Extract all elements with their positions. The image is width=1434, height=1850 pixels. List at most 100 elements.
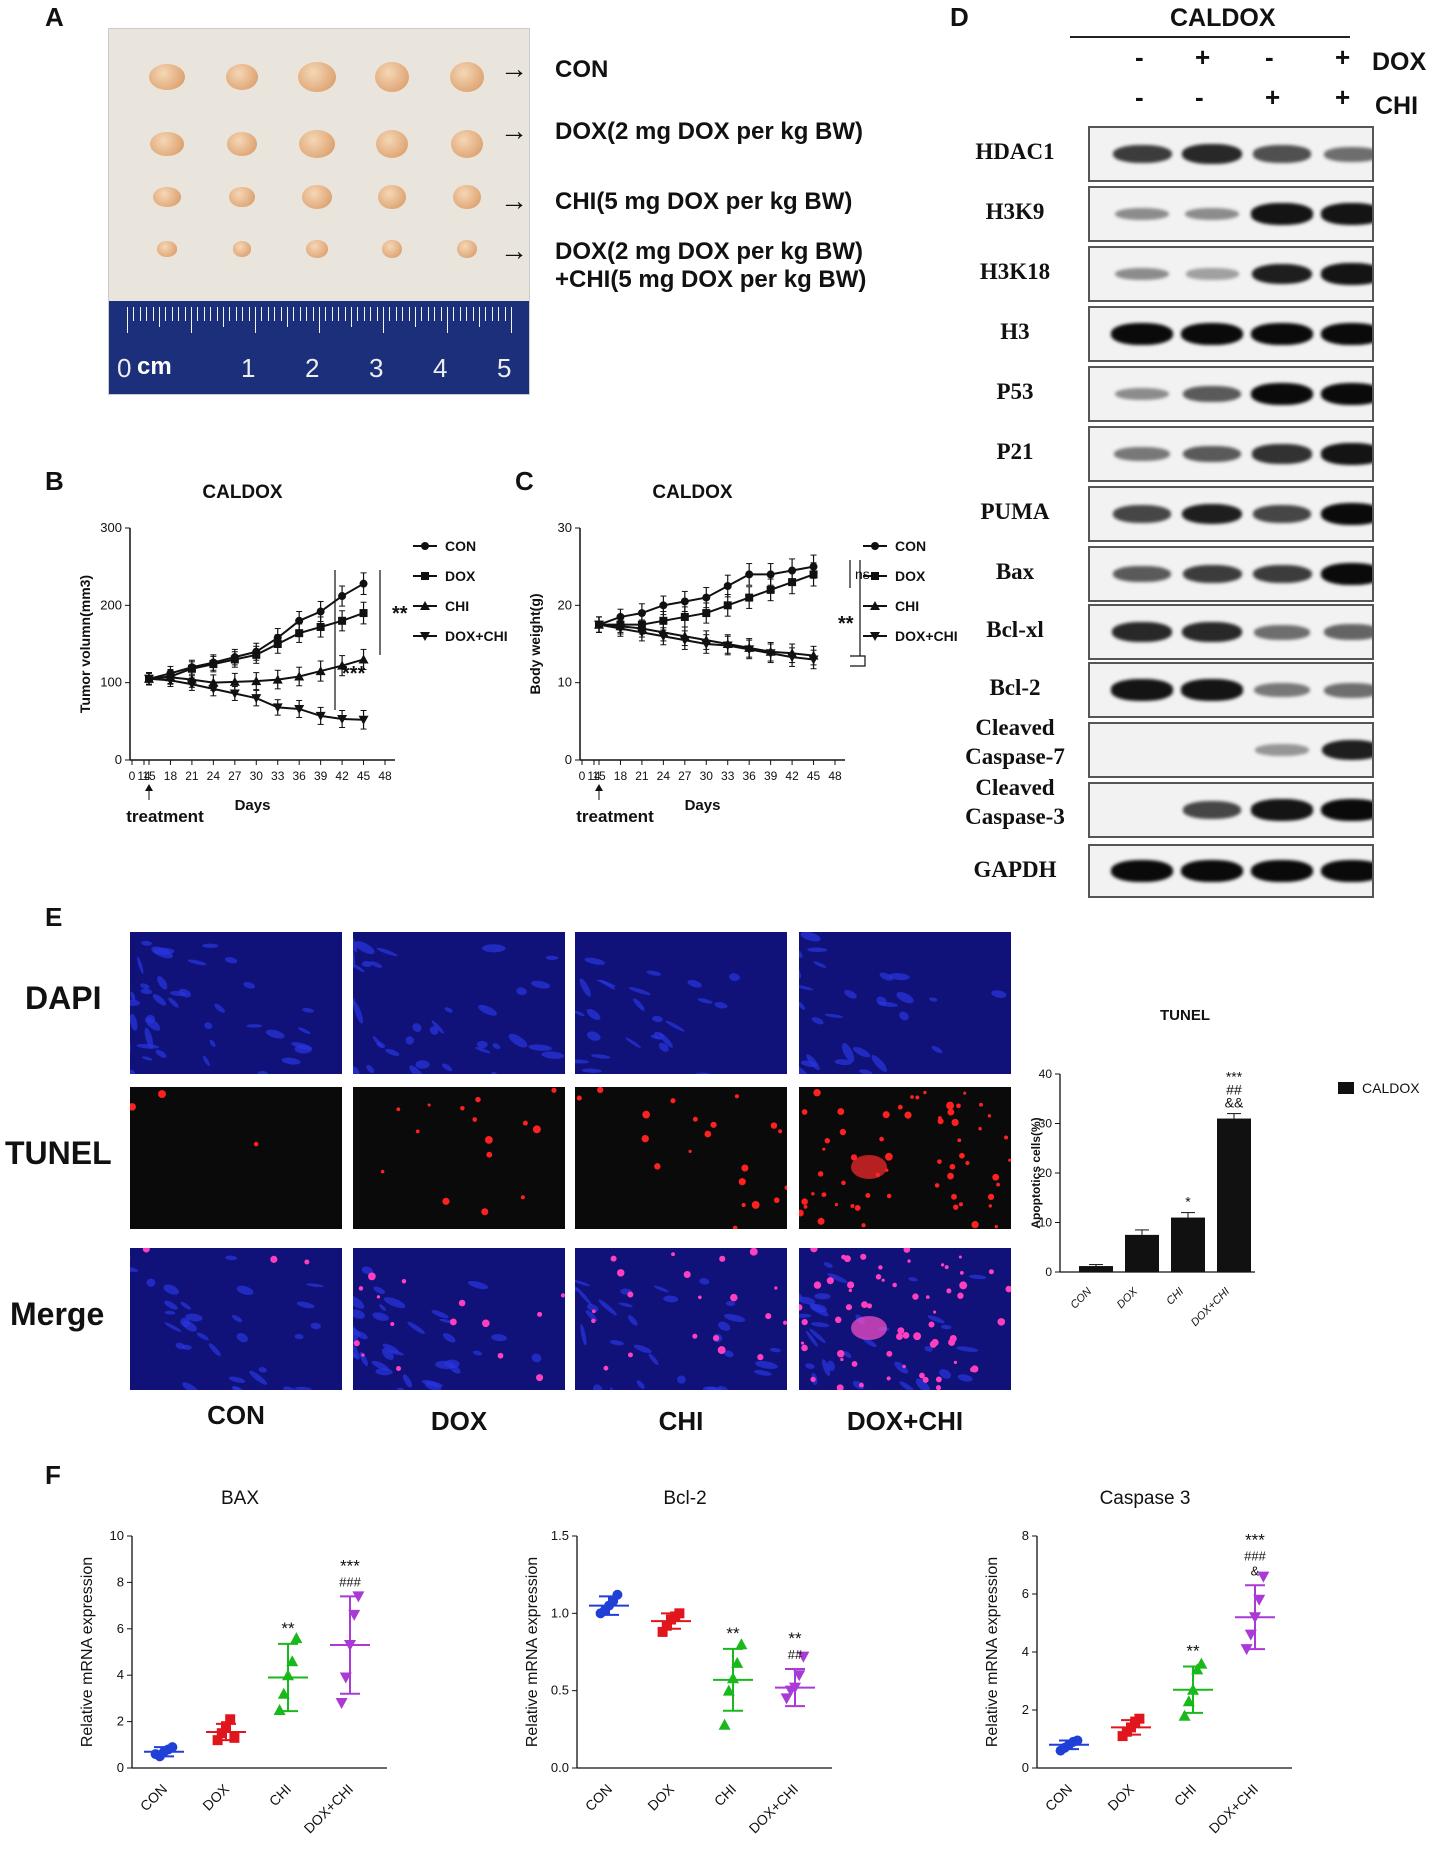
ruler-tick — [376, 307, 378, 321]
data-point — [1072, 1735, 1083, 1746]
micrograph-canvas — [130, 1248, 342, 1390]
row-arrow: → — [500, 185, 528, 216]
nucleus-texture — [379, 1304, 387, 1311]
nucleus-texture — [305, 1283, 324, 1288]
bcl2-scatter-chart: Bcl-2 0.0 0.5 1.0 1.5 Relative mRNA expressio… — [524, 1488, 832, 1836]
nucleus-texture — [769, 1347, 781, 1353]
nucleus-texture — [141, 940, 153, 946]
nucleus-texture — [302, 1007, 315, 1013]
tunel-signal — [741, 1164, 749, 1172]
protein-label: H3K9 — [985, 199, 1045, 224]
tumor-specimen — [301, 185, 333, 209]
nucleus-texture — [354, 941, 375, 955]
tunel-signal — [959, 1152, 965, 1159]
tunel-signal — [947, 1172, 954, 1180]
legend-marker — [871, 542, 879, 550]
x-tick-label: 18 — [614, 769, 628, 783]
tunel-signal — [698, 1295, 702, 1300]
tunel-signal — [988, 1204, 993, 1208]
data-point — [797, 1651, 810, 1663]
nucleus-texture — [908, 1277, 918, 1282]
nucleus-texture — [353, 1309, 365, 1319]
tumor-specimen — [382, 240, 402, 258]
micrograph-bg — [130, 1087, 342, 1229]
nucleus-texture — [663, 1295, 679, 1303]
tunel-signal — [396, 1365, 401, 1371]
x-tick-label: 24 — [207, 769, 221, 783]
nucleus-texture — [224, 957, 238, 964]
nucleus-texture — [508, 1033, 528, 1048]
data-point — [165, 676, 176, 686]
tunel-signal — [904, 1111, 912, 1119]
sig-annotation: *** — [340, 1556, 360, 1575]
ruler-tick — [197, 307, 199, 321]
tunel-signal — [641, 1134, 649, 1143]
tunel-signal — [907, 1259, 911, 1263]
nucleus-texture — [706, 1386, 727, 1390]
tunel-signal — [757, 1354, 764, 1361]
data-point — [722, 641, 733, 651]
nucleus-texture — [600, 979, 616, 990]
y-tick-label: 6 — [1022, 1586, 1029, 1601]
y-axis-label: Relative mRNA expression — [79, 1557, 96, 1747]
legend-label: DOX+CHI — [445, 628, 508, 644]
protein-label: Cleaved Caspase-3 — [965, 775, 1065, 829]
sig-annotation: *** — [1226, 1069, 1243, 1085]
x-tick-label: 36 — [743, 769, 757, 783]
data-point — [766, 570, 775, 579]
tunel-signal — [937, 1159, 942, 1164]
y-tick-label: 2 — [1022, 1702, 1029, 1717]
panel-label-c: C — [515, 466, 534, 496]
nucleus-texture — [591, 1054, 611, 1059]
nucleus-texture — [182, 1382, 199, 1390]
blot-band — [1323, 624, 1372, 640]
data-point — [251, 694, 262, 704]
tunel-signal — [801, 1318, 808, 1326]
ruler-tick — [434, 307, 436, 321]
y-tick-label: 1.0 — [551, 1605, 569, 1620]
tunel-signal — [551, 1087, 557, 1093]
nucleus-texture — [383, 1297, 406, 1309]
x-tick-label: CON — [582, 1781, 615, 1814]
row-label: CHI(5 mg DOX per kg BW) — [555, 188, 853, 215]
legend-label: CHI — [895, 598, 919, 614]
tunel-signal — [813, 1281, 822, 1289]
chi-sign: - — [1135, 82, 1144, 112]
tunel-signal — [946, 1288, 952, 1294]
x-tick-label: DOX+CHI — [1206, 1781, 1262, 1837]
y-tick-label: 20 — [1039, 1166, 1053, 1180]
tunel-signal — [826, 1277, 834, 1285]
ruler-tick — [223, 307, 224, 327]
ruler-tick — [485, 307, 487, 321]
data-point — [612, 1589, 623, 1600]
tunel-signal — [959, 1270, 964, 1275]
blot-band — [1181, 144, 1243, 164]
nucleus-texture — [372, 1035, 383, 1048]
group-label: CON — [207, 1400, 265, 1430]
nucleus-texture — [175, 1342, 186, 1350]
tunel-signal — [481, 1208, 489, 1216]
data-point — [225, 1714, 236, 1725]
legend-marker — [871, 572, 879, 580]
nucleus-texture — [258, 1367, 267, 1373]
data-point — [674, 1608, 685, 1619]
tunel-signal — [949, 1163, 956, 1170]
x-tick-label: 45 — [807, 769, 821, 783]
blot-strip — [1088, 486, 1374, 542]
nucleus-texture — [805, 1330, 818, 1347]
tumor-photo: cm 0 1 2 3 4 5 — [108, 28, 530, 395]
nucleus-texture — [130, 991, 136, 1002]
tunel-signal — [935, 1376, 942, 1383]
tumor-specimen — [378, 185, 406, 209]
blot-band — [1111, 860, 1173, 882]
data-point — [657, 1626, 668, 1637]
tunel-signal — [875, 1274, 882, 1280]
nucleus-texture — [899, 1011, 909, 1021]
nucleus-texture — [231, 1314, 243, 1323]
data-point — [273, 1704, 286, 1715]
protein-label: PUMA — [980, 499, 1050, 524]
nucleus-texture — [412, 1023, 422, 1032]
tunel-signal — [536, 1374, 544, 1382]
tunel-signal — [390, 1321, 395, 1327]
tunel-signal — [946, 1101, 955, 1110]
